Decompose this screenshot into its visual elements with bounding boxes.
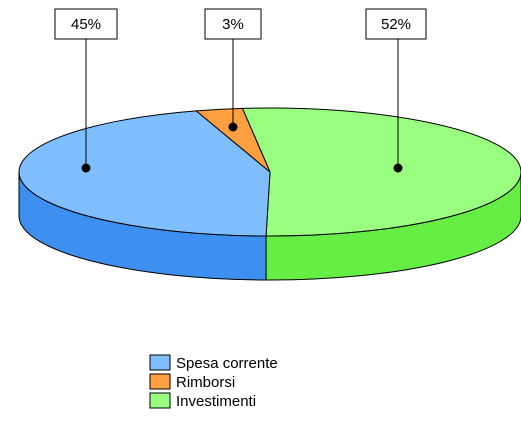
legend-swatch-spesa-corrente	[149, 354, 171, 371]
legend: Spesa corrente Rimborsi Investimenti	[149, 354, 278, 410]
data-label-box-rimborsi	[204, 8, 262, 40]
pie-slice-spesa-corrente	[18, 110, 271, 237]
callout-dot-investimenti	[393, 163, 403, 173]
callout-dot-spesa-corrente	[81, 163, 91, 173]
data-label-box-investimenti	[365, 8, 427, 40]
legend-label-investimenti: Investimenti	[176, 393, 256, 410]
legend-swatch-rimborsi	[149, 373, 171, 390]
legend-label-rimborsi: Rimborsi	[176, 374, 235, 391]
data-label-spesa-corrente: 45%	[71, 16, 101, 33]
pie-slice-rimborsi	[194, 107, 271, 173]
pie-tops	[18, 107, 521, 237]
data-label-rimborsi: 3%	[222, 16, 244, 33]
legend-swatch-investimenti	[149, 392, 171, 409]
callout-dot-rimborsi	[228, 122, 238, 132]
data-label-investimenti: 52%	[381, 16, 411, 33]
legend-label-spesa-corrente: Spesa corrente	[176, 355, 278, 372]
pie-callouts: 45% 3% 52%	[54, 8, 427, 173]
data-label-box-spesa-corrente	[54, 8, 118, 40]
